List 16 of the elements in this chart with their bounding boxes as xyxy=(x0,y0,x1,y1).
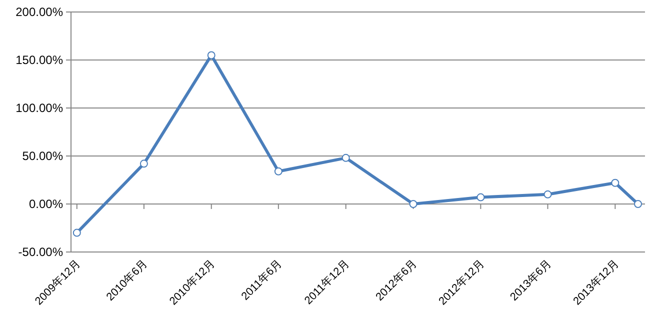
point xyxy=(72,228,81,237)
point xyxy=(140,160,148,168)
point xyxy=(544,190,552,198)
point xyxy=(611,178,620,187)
point xyxy=(634,200,642,208)
point xyxy=(476,193,485,202)
y-tick-label: 200.00% xyxy=(16,5,64,19)
point xyxy=(409,200,418,208)
point xyxy=(207,51,216,60)
y-tick-label: 50.00% xyxy=(22,149,64,163)
y-tick-label: 150.00% xyxy=(16,53,64,67)
point xyxy=(274,167,282,176)
y-tick-label: 0.00% xyxy=(28,197,64,211)
point xyxy=(342,154,350,162)
y-tick-label: 100.00% xyxy=(16,101,64,115)
y-tick-label: -50.00% xyxy=(18,245,64,259)
